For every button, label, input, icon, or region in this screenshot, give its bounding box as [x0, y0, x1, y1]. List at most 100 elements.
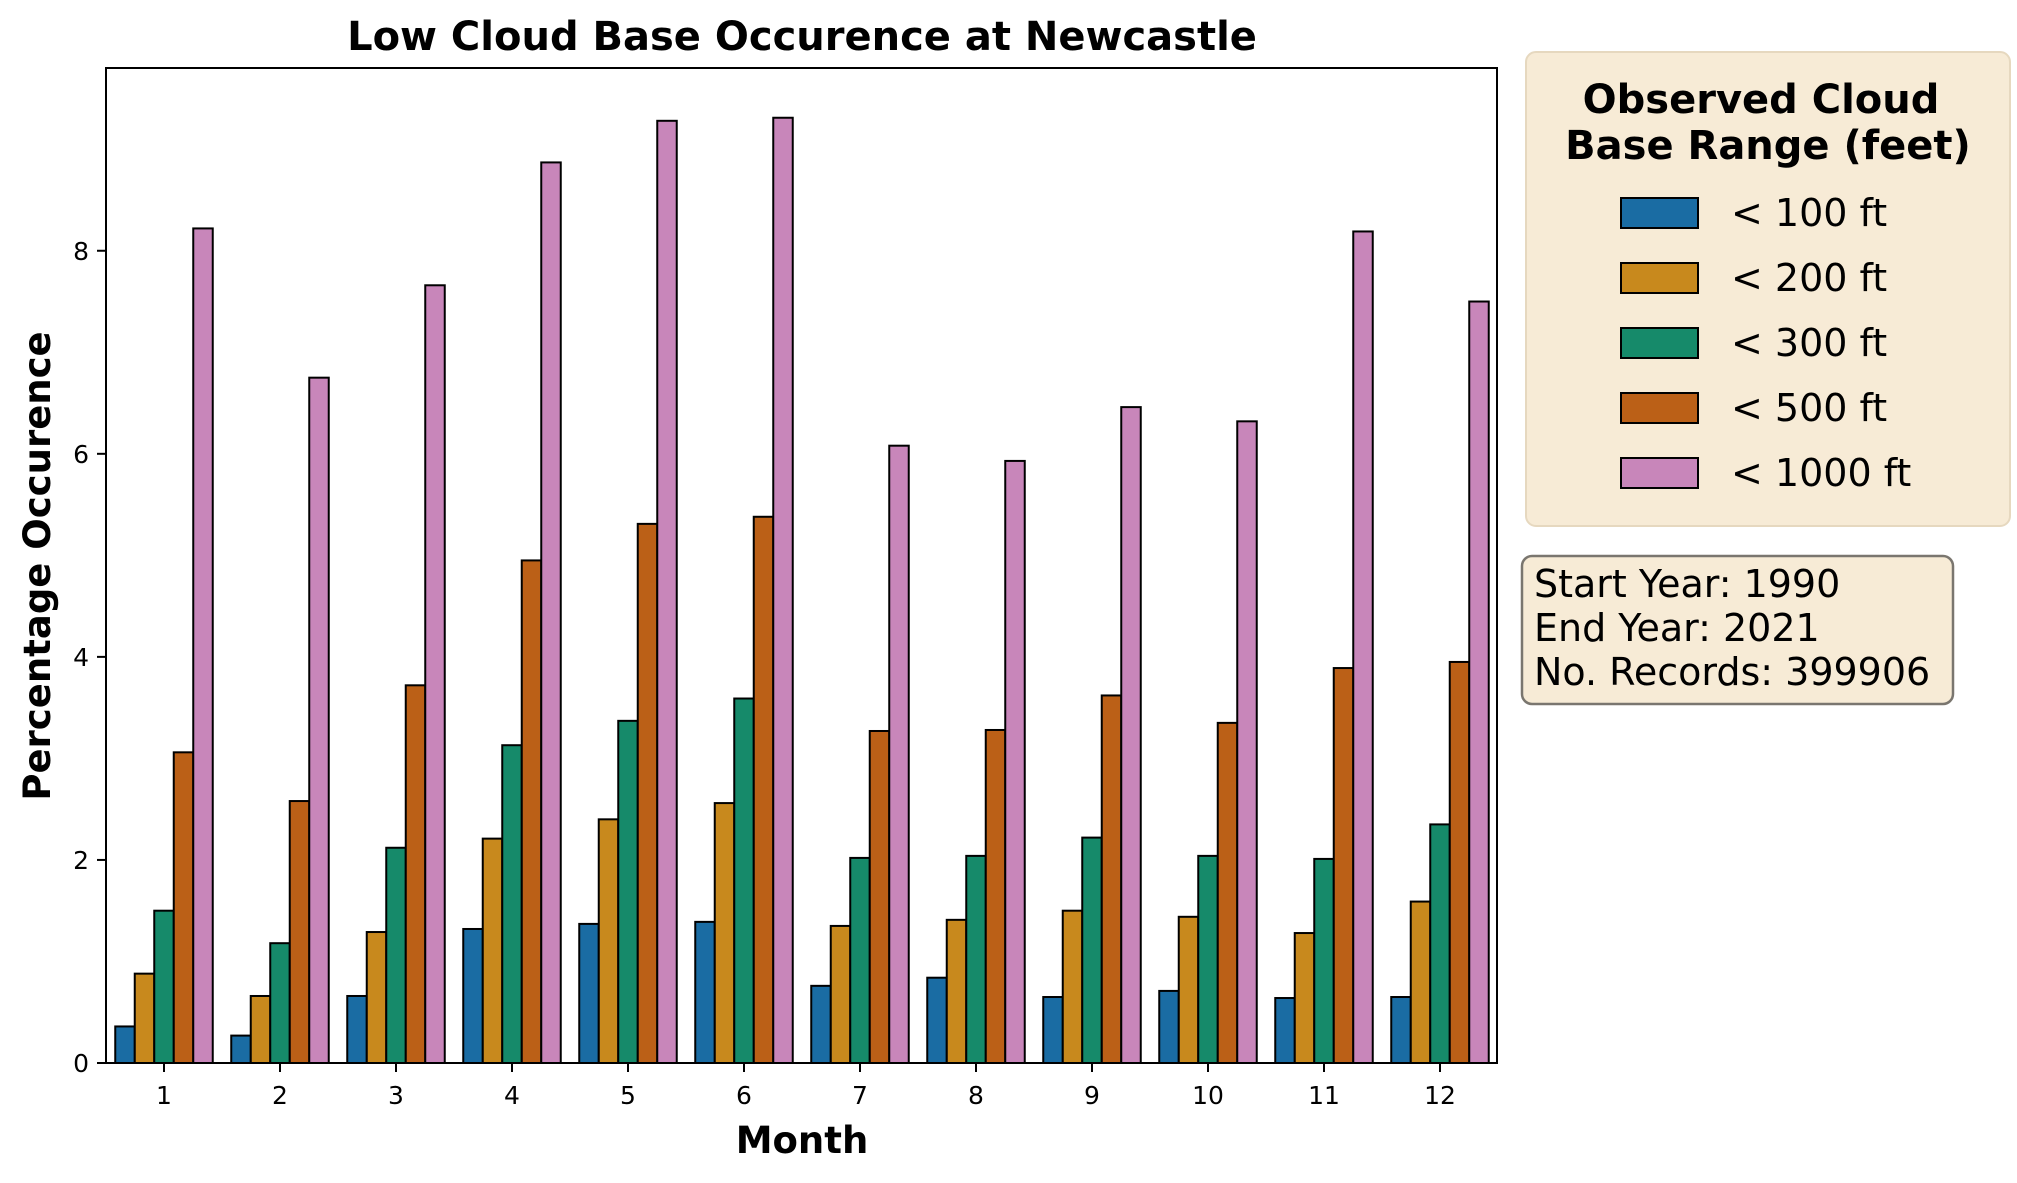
bar-month-7-series-5 — [888, 444, 910, 1064]
bar-month-1-series-1 — [114, 1025, 136, 1064]
bar-month-2-series-5 — [308, 376, 330, 1065]
bar-month-11-series-1 — [1274, 997, 1296, 1065]
bar-month-10-series-3 — [1197, 854, 1219, 1064]
bar-month-7-series-4 — [868, 729, 891, 1064]
legend-label-2: < 200 ft — [1731, 256, 1887, 300]
bar-month-11-series-5 — [1352, 230, 1374, 1064]
info-box-frame — [1520, 554, 1955, 706]
bar-month-11-series-3 — [1313, 857, 1335, 1064]
bar-month-9-series-2 — [1061, 909, 1084, 1065]
bar-month-7-series-2 — [829, 924, 852, 1064]
legend-swatch-2 — [1620, 262, 1699, 294]
x-tick-label-3: 3 — [388, 1081, 404, 1110]
bar-month-9-series-4 — [1100, 694, 1123, 1065]
bar-month-4-series-4 — [520, 559, 543, 1064]
y-axis-ticks: 0 2 4 6 8 — [73, 237, 106, 1078]
y-tick-label-6: 6 — [73, 440, 89, 469]
legend: Observed Cloud Base Range (feet) < 100 f… — [1525, 51, 2011, 527]
info-box: Start Year: 1990 End Year: 2021 No. Reco… — [1520, 554, 1955, 706]
bar-month-2-series-4 — [288, 800, 311, 1064]
bar-month-10-series-5 — [1236, 420, 1258, 1064]
info-records: No. Records: 399906 — [1534, 650, 1930, 694]
bar-month-2-series-1 — [230, 1034, 252, 1064]
bar-month-3-series-1 — [346, 994, 368, 1064]
legend-title-line-2: Base Range (feet) — [1565, 123, 1971, 169]
bar-month-6-series-4 — [752, 515, 775, 1064]
bar-month-8-series-2 — [945, 918, 968, 1065]
bar-month-3-series-2 — [365, 931, 388, 1065]
y-tick-label-0: 0 — [73, 1049, 89, 1078]
bar-month-2-series-3 — [269, 942, 291, 1064]
bar-month-1-series-5 — [192, 227, 214, 1065]
x-axis-label: Month — [736, 1119, 869, 1162]
bar-month-6-series-1 — [694, 920, 716, 1064]
x-tick-label-1: 1 — [156, 1081, 172, 1110]
bar-month-4-series-2 — [481, 837, 504, 1064]
bar-month-8-series-5 — [1004, 459, 1026, 1065]
y-tick-label-8: 8 — [73, 237, 89, 266]
x-axis-ticks: 1 2 3 4 5 6 7 8 9 10 11 12 — [156, 1063, 1456, 1110]
legend-items: < 100 ft < 200 ft < 300 ft < 500 ft < 1000 f… — [1620, 191, 1911, 495]
bar-month-8-series-4 — [984, 728, 1007, 1064]
bar-month-9-series-1 — [1042, 996, 1064, 1065]
bar-month-12-series-3 — [1429, 823, 1451, 1065]
bar-month-10-series-2 — [1177, 915, 1200, 1064]
bar-month-4-series-5 — [540, 161, 562, 1065]
bar-month-3-series-3 — [385, 846, 407, 1065]
bar-month-5-series-5 — [656, 119, 678, 1065]
legend-swatch-5 — [1620, 457, 1699, 489]
bar-month-3-series-4 — [404, 684, 427, 1064]
bar-month-12-series-2 — [1409, 900, 1432, 1064]
bar-month-10-series-1 — [1158, 989, 1180, 1064]
info-end-year: End Year: 2021 — [1534, 606, 1820, 650]
bar-month-9-series-5 — [1120, 406, 1142, 1064]
bar-month-6-series-5 — [772, 116, 794, 1064]
legend-swatch-3 — [1620, 327, 1699, 359]
x-tick-label-9: 9 — [1084, 1081, 1100, 1110]
y-tick-label-4: 4 — [73, 643, 89, 672]
bar-month-9-series-3 — [1081, 836, 1103, 1064]
bar-month-7-series-1 — [810, 984, 832, 1065]
bar-month-5-series-4 — [636, 522, 659, 1064]
bar-month-1-series-2 — [133, 972, 156, 1065]
bar-month-5-series-3 — [617, 719, 639, 1065]
legend-label-5: < 1000 ft — [1731, 451, 1911, 495]
bar-month-4-series-3 — [501, 744, 523, 1065]
bar-month-4-series-1 — [462, 927, 484, 1064]
bar-month-3-series-5 — [424, 284, 446, 1064]
legend-label-1: < 100 ft — [1731, 191, 1887, 235]
bar-month-11-series-2 — [1293, 932, 1316, 1064]
bar-month-12-series-5 — [1468, 300, 1490, 1064]
x-tick-label-10: 10 — [1192, 1081, 1224, 1110]
bar-month-8-series-3 — [965, 854, 987, 1064]
x-tick-label-2: 2 — [272, 1081, 288, 1110]
chart-title: Low Cloud Base Occurence at Newcastle — [347, 14, 1257, 60]
legend-swatch-4 — [1620, 392, 1699, 424]
x-tick-label-8: 8 — [968, 1081, 984, 1110]
x-tick-label-12: 12 — [1424, 1081, 1456, 1110]
y-tick-label-2: 2 — [73, 846, 89, 875]
bar-month-8-series-1 — [926, 976, 948, 1065]
bar-month-2-series-2 — [249, 994, 272, 1064]
legend-title: Observed Cloud Base Range (feet) — [1565, 77, 1971, 169]
bar-month-6-series-3 — [733, 697, 755, 1064]
legend-title-line-1: Observed Cloud — [1583, 77, 1940, 123]
y-axis-label: Percentage Occurence — [16, 331, 59, 800]
x-tick-label-7: 7 — [852, 1081, 868, 1110]
bar-month-6-series-2 — [713, 802, 736, 1065]
bar-month-10-series-4 — [1216, 721, 1239, 1064]
bar-month-5-series-2 — [597, 818, 620, 1065]
x-tick-label-6: 6 — [736, 1081, 752, 1110]
x-tick-label-5: 5 — [620, 1081, 636, 1110]
bar-month-1-series-3 — [153, 909, 175, 1065]
bar-month-12-series-1 — [1390, 996, 1412, 1065]
bar-month-11-series-4 — [1332, 667, 1355, 1064]
x-tick-label-11: 11 — [1308, 1081, 1340, 1110]
bar-month-12-series-4 — [1448, 660, 1471, 1064]
legend-swatch-1 — [1620, 197, 1699, 229]
legend-label-3: < 300 ft — [1731, 321, 1887, 365]
plot-frame — [105, 67, 1498, 1064]
x-tick-label-4: 4 — [504, 1081, 520, 1110]
